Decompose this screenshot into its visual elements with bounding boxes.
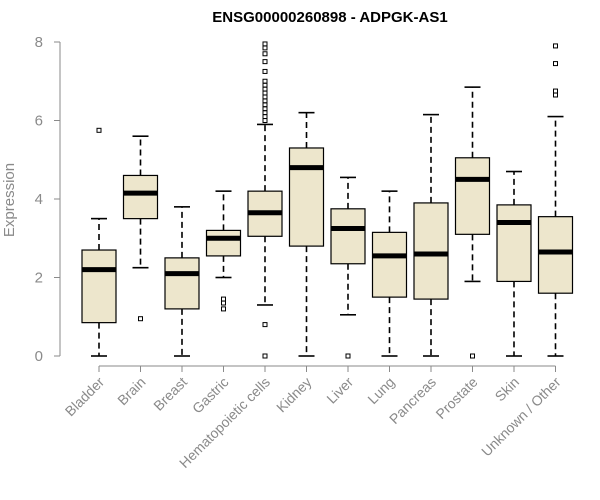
outlier-point [262,114,268,120]
x-tick-label: Bladder [62,374,108,420]
box-group [496,170,532,357]
y-tick-label: 4 [35,191,43,208]
outlier-point [553,92,558,98]
outlier-point [221,300,226,306]
x-tick-label: Liver [323,374,356,407]
x-tick-label: Lung [364,374,397,407]
x-tick-label: Brain [114,374,148,408]
box-iqr [288,147,325,247]
box-group [454,86,491,359]
box-iqr [454,157,491,235]
outlier-point [262,78,268,84]
outlier-point [262,86,268,92]
outlier-point [262,45,268,51]
outlier-point [138,316,143,322]
outlier-point [221,296,226,302]
outlier-point [262,59,268,65]
y-tick-label: 2 [35,270,43,287]
box-group [164,206,200,357]
outlier-point [262,68,268,74]
box-iqr [205,229,242,257]
box-iqr [164,257,200,310]
x-tick-label: Prostate [432,374,480,422]
x-tick-label: Kidney [273,374,315,416]
outlier-point [262,353,268,359]
outlier-point [553,88,558,94]
outlier-point [96,127,102,133]
plot-area [81,41,574,359]
box-iqr [330,208,366,265]
box-iqr [413,202,449,300]
outlier-point [262,41,268,47]
box-iqr [371,231,408,298]
box-group [413,113,449,357]
outlier-point [262,110,268,116]
box-group [81,127,117,357]
x-tick-label: Skin [492,374,523,405]
y-axis: 0 2 4 6 8 [35,34,61,365]
box-group [371,190,408,357]
outlier-point [221,306,226,312]
box-group [122,135,159,322]
box-group [247,41,283,359]
x-tick-label: Unknown / Other [478,374,564,460]
box-group [537,43,574,357]
outlier-point [262,118,268,123]
outlier-point [262,90,268,96]
outlier-point [262,322,268,328]
outlier-point [345,353,351,359]
outlier-point [262,102,268,108]
outlier-point [262,98,268,104]
box-iqr [81,249,117,324]
outlier-point [262,82,268,88]
outlier-point [262,106,268,112]
box-iqr [122,174,159,220]
chart-title: ENSG00000260898 - ADPGK-AS1 [212,9,447,26]
y-tick-label: 6 [35,113,43,130]
box-iqr [496,204,532,283]
box-group [288,111,325,357]
outlier-point [553,43,558,49]
y-axis-label: Expression [1,163,18,237]
y-tick-label: 8 [35,34,43,51]
y-tick-label: 0 [35,348,43,365]
x-tick-label: Breast [150,374,190,414]
outlier-point [262,94,268,100]
box-iqr [537,216,574,294]
box-group [205,190,242,312]
outlier-point [553,61,558,67]
outlier-point [470,353,475,359]
box-group [330,176,366,359]
outlier-point [262,51,268,57]
